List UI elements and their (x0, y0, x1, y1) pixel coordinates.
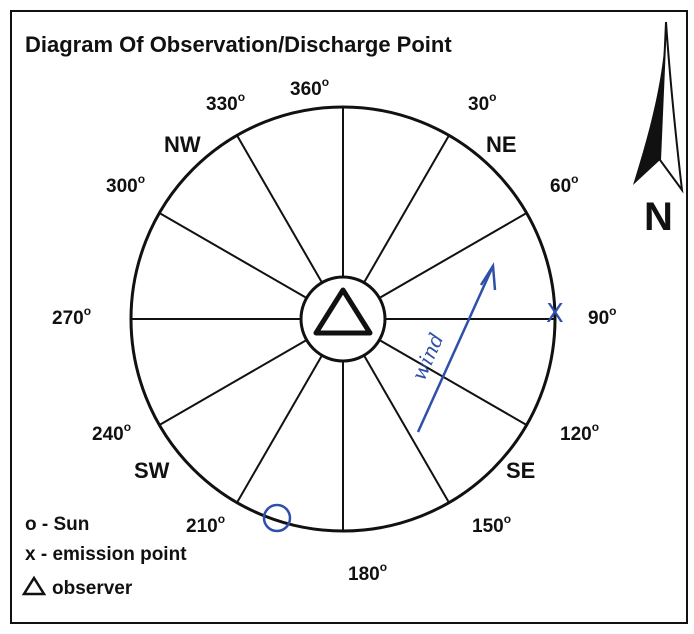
degree-sign: o (322, 75, 329, 89)
degree-sign: o (592, 420, 599, 434)
spoke (363, 354, 450, 504)
direction-label: SE (506, 458, 535, 483)
direction-label: NE (486, 132, 517, 157)
degree-label: 210o (186, 512, 225, 537)
observer-triangle (313, 287, 373, 336)
degree-sign: o (238, 90, 245, 104)
handwritten-marks: X wind (262, 262, 564, 533)
spoke (158, 212, 308, 299)
spoke (378, 339, 528, 426)
north-label: N (644, 195, 673, 239)
spoke (236, 354, 323, 504)
wind-arrowhead (479, 262, 497, 291)
spoke (363, 134, 450, 284)
degree-number: 90 (588, 308, 609, 329)
degree-number: 120 (560, 424, 592, 445)
direction-label: NW (164, 132, 201, 157)
degree-number: 60 (550, 176, 571, 197)
degree-label: 90o (588, 304, 616, 329)
degree-label: 180o (348, 560, 387, 585)
degree-number: 150 (472, 516, 504, 537)
degree-number: 270 (52, 308, 84, 329)
degree-number: 300 (106, 176, 138, 197)
title: Diagram Of Observation/Discharge Point (25, 32, 452, 57)
legend-item: o - Sun (25, 514, 89, 535)
degree-label: 330o (206, 90, 245, 115)
degree-number: 210 (186, 516, 218, 537)
degree-label: 300o (106, 172, 145, 197)
degree-label: 30o (468, 90, 496, 115)
degree-label: 360o (290, 75, 329, 100)
degree-label: 60o (550, 172, 578, 197)
degree-sign: o (571, 172, 578, 186)
emission-mark: X (546, 299, 564, 329)
degree-sign: o (380, 560, 387, 574)
degree-sign: o (504, 512, 511, 526)
north-arrow: N (633, 21, 684, 239)
legend-item: x - emission point (25, 544, 187, 565)
legend-item: observer (52, 578, 133, 599)
degree-number: 240 (92, 424, 124, 445)
north-arrow-left (633, 22, 666, 185)
sun-mark (262, 503, 292, 533)
degree-sign: o (124, 420, 131, 434)
degree-sign: o (84, 304, 91, 318)
degree-sign: o (138, 172, 145, 186)
degree-sign: o (609, 304, 616, 318)
degree-label: 270o (52, 304, 91, 329)
direction-label: SW (134, 458, 170, 483)
degree-labels: 360o30o60o90o120o150o180o210o240o270o300… (52, 75, 616, 585)
degree-sign: o (489, 90, 496, 104)
compass (129, 105, 557, 533)
degree-sign: o (218, 512, 225, 526)
degree-number: 330 (206, 94, 238, 115)
spoke (378, 212, 528, 299)
degree-number: 30 (468, 94, 489, 115)
legend-triangle (21, 575, 47, 596)
degree-number: 360 (290, 79, 322, 100)
degree-number: 180 (348, 564, 380, 585)
frame (10, 10, 688, 624)
wind-arrow (416, 265, 495, 433)
degree-label: 120o (560, 420, 599, 445)
degree-label: 240o (92, 420, 131, 445)
spoke (236, 134, 323, 284)
spoke (158, 339, 308, 426)
degree-label: 150o (472, 512, 511, 537)
north-arrow-right (658, 21, 684, 194)
